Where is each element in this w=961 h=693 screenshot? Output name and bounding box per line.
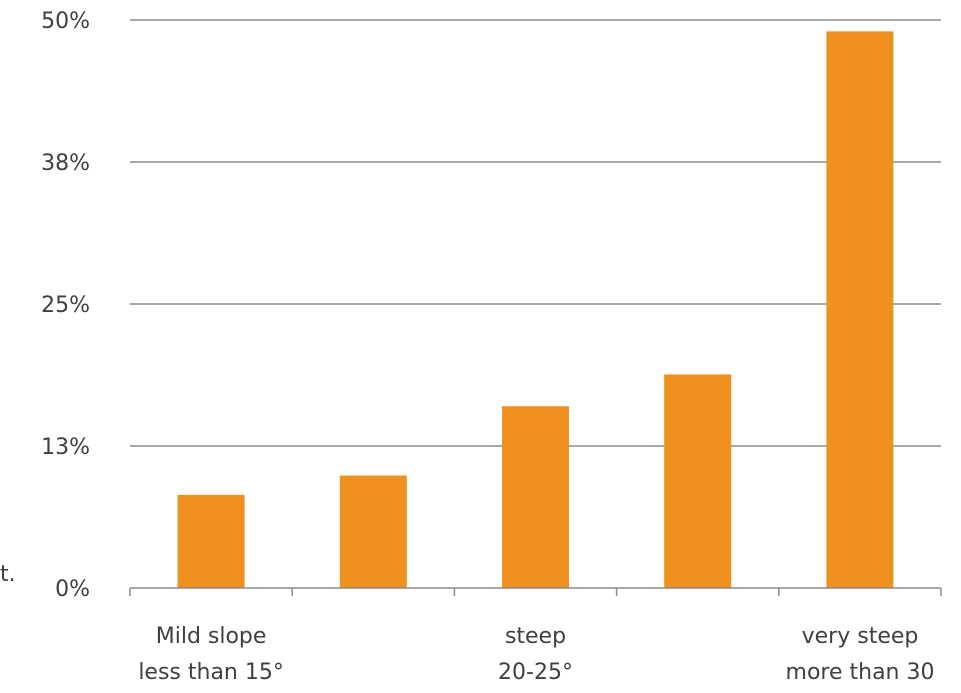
y-tick-label: 25%: [41, 293, 90, 318]
bars: [177, 31, 894, 589]
stray-text-fragment: t.: [0, 562, 16, 587]
x-category-labels: Mild slope less than 15° steep 20-25° very s…: [138, 624, 934, 685]
x-category-label: Mild slope: [156, 624, 267, 649]
x-axis: [129, 587, 942, 596]
gridlines: [130, 19, 941, 447]
y-tick-label: 50%: [41, 9, 90, 34]
bar: [826, 31, 894, 589]
bar: [502, 406, 569, 588]
y-tick-labels: 0% 13% 25% 38% 50%: [41, 9, 90, 602]
y-tick-label: 13%: [41, 435, 90, 460]
x-category-label: less than 15°: [138, 660, 284, 685]
x-category-label: steep: [505, 624, 566, 649]
bar: [339, 475, 407, 588]
x-category-label: very steep: [802, 624, 919, 649]
y-tick-label: 0%: [55, 577, 90, 602]
bar: [664, 374, 732, 588]
bar: [177, 494, 245, 588]
x-category-label: more than 30: [786, 660, 935, 685]
x-category-label: 20-25°: [498, 660, 573, 685]
y-tick-label: 38%: [41, 151, 90, 176]
